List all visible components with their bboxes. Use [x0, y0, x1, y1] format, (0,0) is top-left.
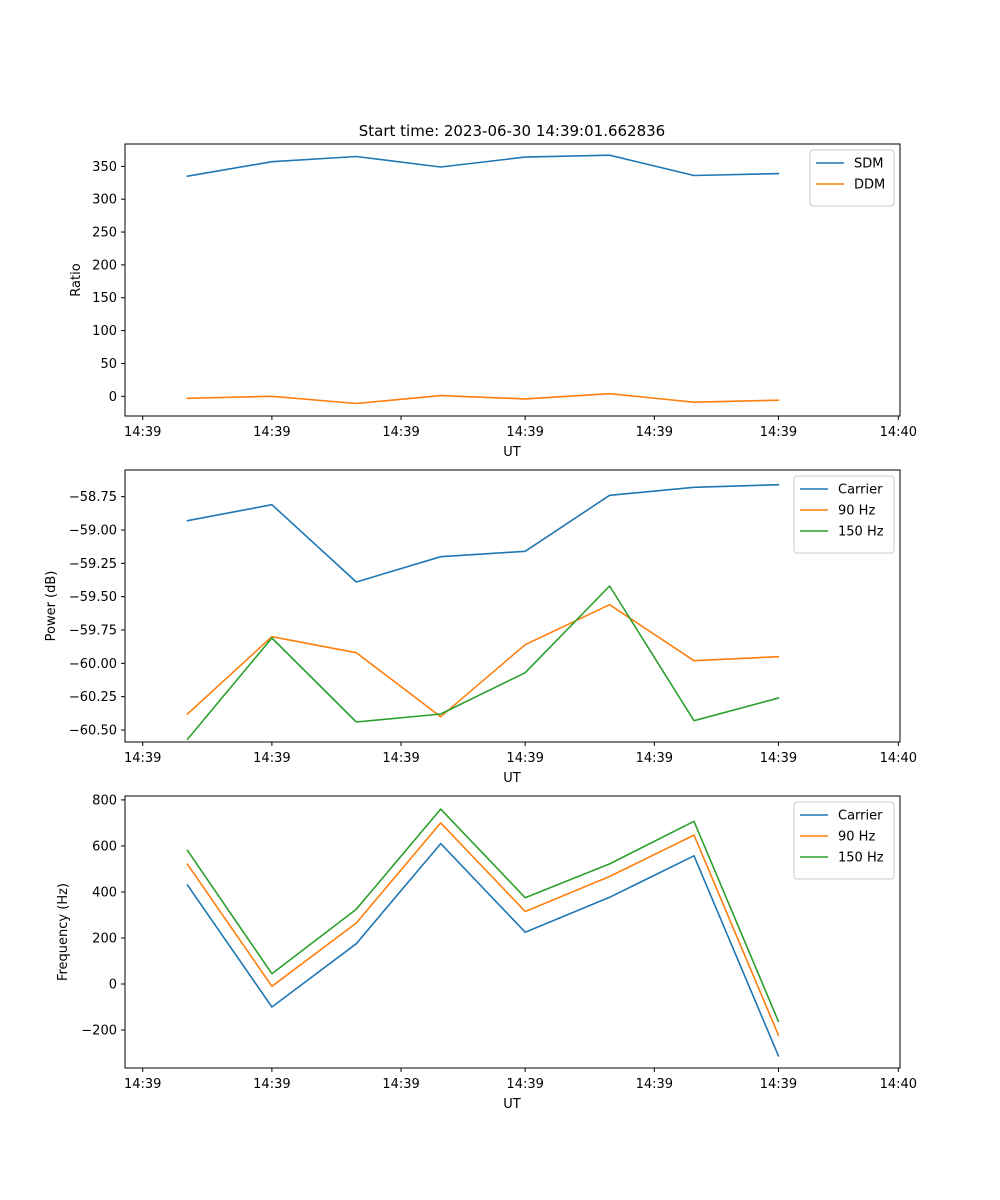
legend-frame [793, 801, 895, 880]
y-tick-label: 0 [109, 978, 117, 993]
x-tick-label: 14:39 [253, 425, 290, 440]
x-tick-label: 14:39 [636, 751, 673, 766]
x-tick-label: 14:39 [760, 425, 797, 440]
y-axis-label: Ratio [69, 263, 84, 296]
y-tick-label: −59.50 [69, 590, 117, 605]
series-line-ddm [186, 392, 780, 405]
series-line-150-hz [186, 585, 780, 741]
legend-label: 150 Hz [838, 851, 884, 866]
legend-frame [809, 149, 895, 207]
series-line-carrier [186, 483, 780, 583]
x-tick-label: 14:39 [506, 751, 543, 766]
y-axis-label: Power (dB) [44, 571, 59, 642]
panels: 14:39 14:39 14:39 14:39 14:39 14:39 14:40 UT 0 50… [44, 143, 917, 1112]
y-tick-label: 350 [92, 160, 117, 175]
x-axis-label: UT [503, 1097, 521, 1112]
x-tick-label: 14:39 [382, 425, 419, 440]
x-tick-label: 14:39 [636, 425, 673, 440]
x-tick-label: 14:39 [636, 1077, 673, 1092]
frequency-panel: 14:39 14:39 14:39 14:39 14:39 14:39 14:40 UT −20… [56, 793, 917, 1112]
legend-label: 90 Hz [838, 830, 875, 845]
ratio-panel: 14:39 14:39 14:39 14:39 14:39 14:39 14:40 UT 0 50… [69, 143, 917, 460]
y-tick-label: 100 [92, 324, 117, 339]
legend: Carrier 90 Hz 150 Hz [793, 475, 895, 554]
x-tick-label: 14:39 [124, 751, 161, 766]
x-axis-label: UT [503, 771, 521, 786]
x-tick-label: 14:39 [760, 1077, 797, 1092]
y-tick-label: −59.25 [69, 557, 117, 572]
series-line-90-hz [186, 822, 780, 1037]
x-tick-label: 14:40 [880, 1077, 917, 1092]
figure-title: Start time: 2023-06-30 14:39:01.662836 [359, 122, 665, 140]
y-tick-label: −59.00 [69, 524, 117, 539]
legend-label: Carrier [838, 809, 883, 824]
x-tick-label: 14:39 [253, 751, 290, 766]
x-tick-label: 14:40 [880, 751, 917, 766]
y-tick-label: −60.00 [69, 657, 117, 672]
y-tick-label: 200 [92, 258, 117, 273]
x-tick-label: 14:39 [506, 425, 543, 440]
x-tick-label: 14:39 [124, 425, 161, 440]
legend: Carrier 90 Hz 150 Hz [793, 801, 895, 880]
legend-label: 90 Hz [838, 504, 875, 519]
legend-frame [793, 475, 895, 554]
x-tick-label: 14:39 [382, 751, 419, 766]
power-panel: 14:39 14:39 14:39 14:39 14:39 14:39 14:40 UT −58… [44, 469, 917, 786]
legend-label: 150 Hz [838, 525, 884, 540]
axes-frame [124, 795, 901, 1069]
x-tick-label: 14:39 [124, 1077, 161, 1092]
legend-label: SDM [854, 157, 883, 172]
y-tick-label: −58.75 [69, 490, 117, 505]
y-tick-label: −200 [81, 1024, 117, 1039]
y-tick-label: 50 [100, 357, 117, 372]
series-line-90-hz [186, 603, 780, 718]
x-tick-label: 14:39 [760, 751, 797, 766]
series-line-sdm [186, 154, 780, 178]
y-tick-label: 200 [92, 931, 117, 946]
legend-label: DDM [854, 178, 885, 193]
x-tick-label: 14:39 [253, 1077, 290, 1092]
y-tick-label: −59.75 [69, 624, 117, 639]
y-tick-label: 400 [92, 885, 117, 900]
series-line-carrier [186, 842, 780, 1057]
y-tick-label: 600 [92, 839, 117, 854]
y-tick-label: −60.25 [69, 690, 117, 705]
axes-frame [124, 143, 901, 417]
y-tick-label: 250 [92, 226, 117, 241]
y-axis-label: Frequency (Hz) [56, 883, 71, 981]
x-axis-label: UT [503, 445, 521, 460]
legend: SDM DDM [809, 149, 895, 207]
legend-label: Carrier [838, 483, 883, 498]
y-tick-label: −60.50 [69, 724, 117, 739]
axes-frame [124, 469, 901, 743]
y-tick-label: 0 [109, 390, 117, 405]
x-tick-label: 14:39 [506, 1077, 543, 1092]
y-tick-label: 150 [92, 291, 117, 306]
series-line-150-hz [186, 808, 780, 1023]
y-tick-label: 800 [92, 793, 117, 808]
x-tick-label: 14:40 [880, 425, 917, 440]
x-tick-label: 14:39 [382, 1077, 419, 1092]
y-tick-label: 300 [92, 193, 117, 208]
